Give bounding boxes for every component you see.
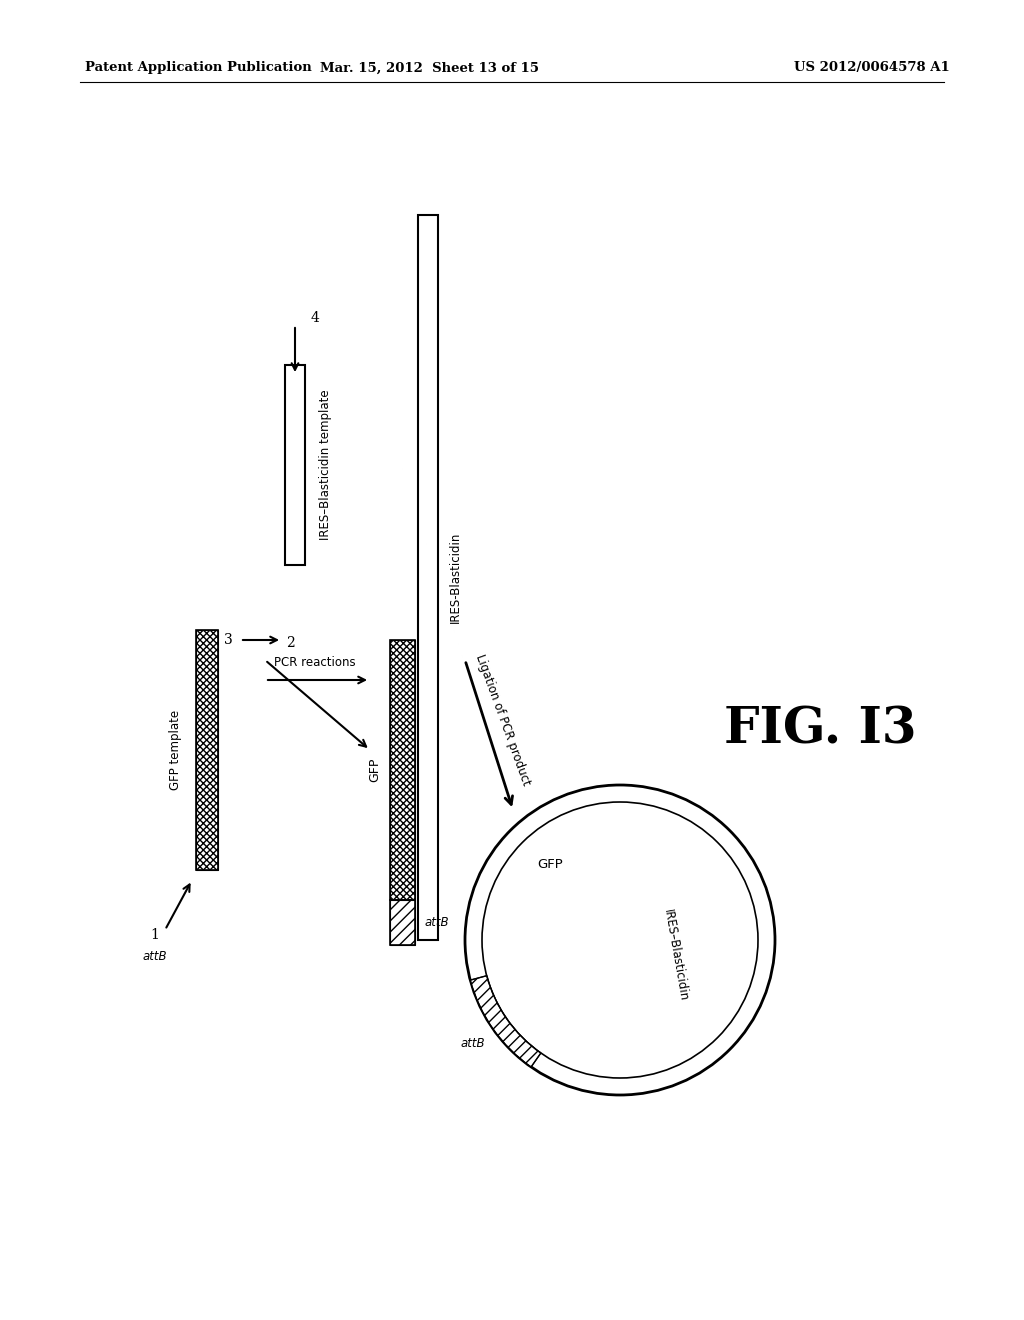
Bar	[390, 900, 415, 945]
Text: Ligation of PCR product: Ligation of PCR product	[473, 652, 532, 788]
Bar	[390, 640, 415, 900]
Text: US 2012/0064578 A1: US 2012/0064578 A1	[795, 62, 950, 74]
Text: 1: 1	[151, 928, 160, 942]
Text: 3: 3	[223, 634, 232, 647]
Text: Mar. 15, 2012  Sheet 13 of 15: Mar. 15, 2012 Sheet 13 of 15	[321, 62, 540, 74]
Text: GFP: GFP	[538, 858, 563, 871]
Bar	[285, 366, 305, 565]
Text: attB: attB	[425, 916, 450, 928]
Text: IRES-Blasticidin: IRES-Blasticidin	[449, 532, 462, 623]
Text: attB: attB	[461, 1036, 484, 1049]
Text: FIG. I3: FIG. I3	[724, 705, 916, 755]
Text: 4: 4	[310, 312, 319, 325]
Bar	[196, 630, 218, 870]
Text: 2: 2	[286, 636, 294, 649]
Bar	[390, 900, 415, 945]
Text: PCR reactions: PCR reactions	[274, 656, 355, 669]
Text: IRES–Blasticidin template: IRES–Blasticidin template	[318, 389, 332, 540]
Wedge shape	[470, 975, 541, 1067]
Text: attB: attB	[143, 950, 168, 964]
Text: Patent Application Publication: Patent Application Publication	[85, 62, 311, 74]
Bar	[196, 630, 218, 870]
Text: GFP template: GFP template	[169, 710, 181, 791]
Bar	[390, 640, 415, 900]
Text: GFP: GFP	[369, 758, 382, 783]
Bar	[418, 215, 438, 940]
Text: IRES–Blasticidin: IRES–Blasticidin	[660, 908, 689, 1002]
